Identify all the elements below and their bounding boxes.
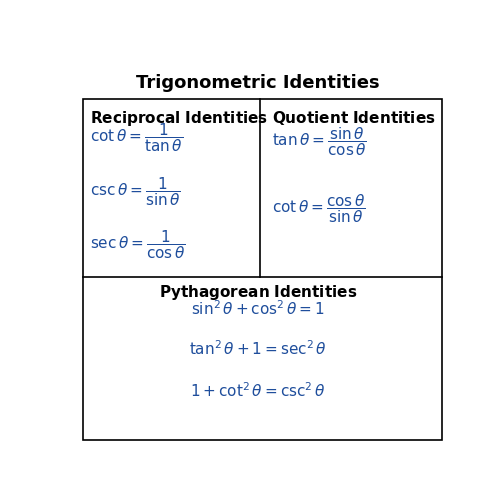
Text: $\mathrm{tan}^2\,\theta + 1 = \mathrm{sec}^2\,\theta$: $\mathrm{tan}^2\,\theta + 1 = \mathrm{se… xyxy=(190,340,327,358)
Text: $\bf{Pythagorean\ Identities}$: $\bf{Pythagorean\ Identities}$ xyxy=(159,283,357,302)
Text: $\mathrm{cot}\,\theta = \dfrac{1}{\mathrm{tan}\,\theta}$: $\mathrm{cot}\,\theta = \dfrac{1}{\mathr… xyxy=(90,121,183,154)
Text: $\mathrm{csc}\,\theta = \dfrac{1}{\mathrm{sin}\,\theta}$: $\mathrm{csc}\,\theta = \dfrac{1}{\mathr… xyxy=(90,175,181,208)
Text: $\mathrm{tan}\,\theta = \dfrac{\mathrm{sin}\,\theta}{\mathrm{cos}\,\theta}$: $\mathrm{tan}\,\theta = \dfrac{\mathrm{s… xyxy=(272,125,367,158)
Text: $\mathrm{cot}\,\theta = \dfrac{\mathrm{cos}\,\theta}{\mathrm{sin}\,\theta}$: $\mathrm{cot}\,\theta = \dfrac{\mathrm{c… xyxy=(272,192,366,225)
Text: $1 + \mathrm{cot}^2\,\theta = \mathrm{csc}^2\,\theta$: $1 + \mathrm{cot}^2\,\theta = \mathrm{cs… xyxy=(191,381,326,400)
Text: $\bf{Quotient\ Identities}$: $\bf{Quotient\ Identities}$ xyxy=(272,109,435,127)
Text: $\mathrm{sin}^2\,\theta + \mathrm{cos}^2\,\theta = 1$: $\mathrm{sin}^2\,\theta + \mathrm{cos}^2… xyxy=(192,299,325,317)
Text: $\mathrm{sec}\,\theta = \dfrac{1}{\mathrm{cos}\,\theta}$: $\mathrm{sec}\,\theta = \dfrac{1}{\mathr… xyxy=(90,228,186,261)
Text: $\bf{Reciprocal\ Identities}$: $\bf{Reciprocal\ Identities}$ xyxy=(90,109,269,128)
FancyBboxPatch shape xyxy=(83,99,442,440)
Text: Trigonometric Identities: Trigonometric Identities xyxy=(137,74,380,92)
